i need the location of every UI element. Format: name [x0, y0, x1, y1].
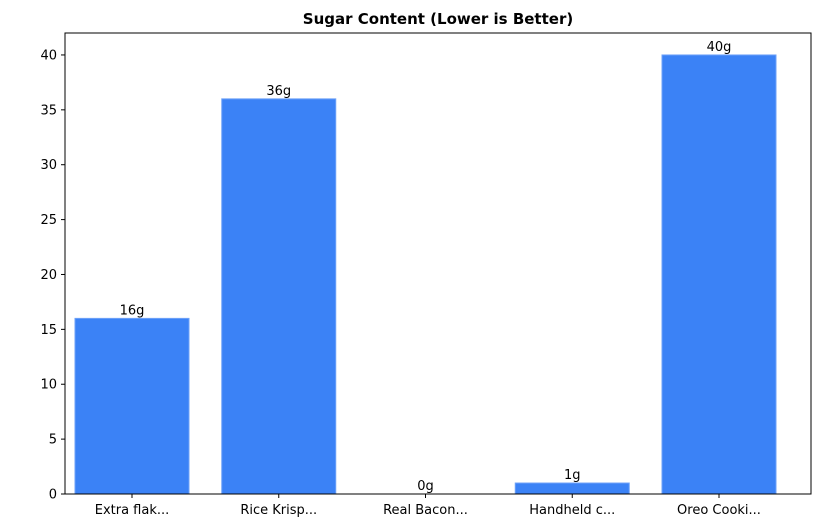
x-tick-label: Handheld c...: [529, 503, 615, 518]
y-tick-label: 40: [40, 48, 57, 63]
y-tick-label: 0: [49, 488, 57, 503]
bar: [514, 482, 630, 495]
x-tick-label: Extra flak...: [95, 503, 170, 518]
value-label: 0g: [417, 479, 434, 494]
y-tick-label: 30: [40, 158, 57, 173]
bar: [661, 54, 777, 495]
y-tick-label: 10: [40, 378, 57, 393]
value-label: 1g: [564, 468, 581, 483]
y-tick-label: 35: [40, 103, 57, 118]
plot-frame: [64, 32, 812, 495]
x-tick-label: Rice Krisp...: [240, 503, 317, 518]
value-label: 36g: [266, 84, 291, 99]
x-tick-label: Oreo Cooki...: [677, 503, 761, 518]
y-tick-label: 5: [49, 433, 57, 448]
bar: [74, 317, 190, 495]
x-tick-label: Real Bacon...: [383, 503, 468, 518]
y-tick-label: 15: [40, 323, 57, 338]
y-tick-label: 25: [40, 213, 57, 228]
value-label: 40g: [707, 40, 732, 55]
value-label: 16g: [120, 303, 145, 318]
y-tick-label: 20: [40, 268, 57, 283]
chart-title: Sugar Content (Lower is Better): [303, 10, 573, 28]
bar: [221, 98, 337, 495]
